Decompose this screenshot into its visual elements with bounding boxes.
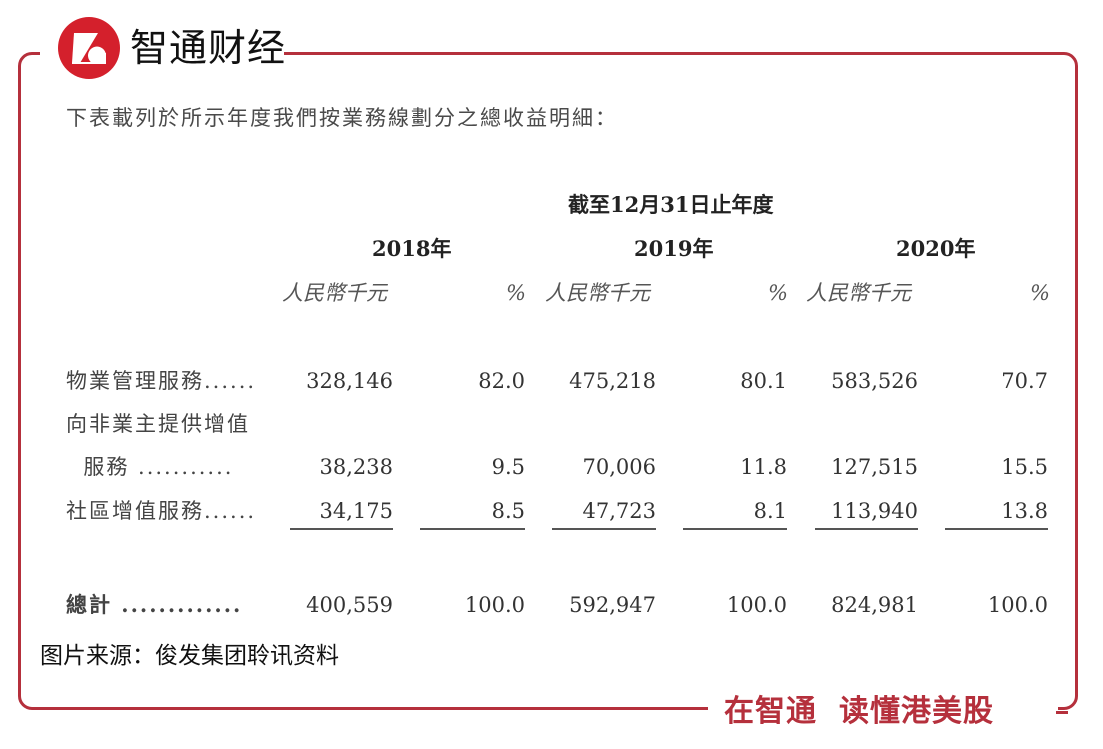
- row-label-community-services: 社區增值服務......: [66, 499, 257, 523]
- table-cell: 13.8: [1001, 499, 1048, 523]
- table-cell: 9.5: [491, 455, 525, 479]
- table-cell: 47,723: [582, 499, 656, 523]
- table-cell: 8.5: [491, 499, 525, 523]
- table-cell: 100.0: [464, 593, 525, 617]
- row-label-non-owner-services-line2: 服務 ...........: [66, 455, 234, 479]
- slogan-part1: 在智通: [724, 694, 817, 729]
- subtotal-rule: [815, 528, 918, 530]
- table-cell: 70.7: [1001, 369, 1048, 393]
- subtotal-rule: [420, 528, 525, 530]
- period-header: 截至12月31日止年度: [568, 192, 774, 217]
- table-cell: 328,146: [306, 369, 393, 393]
- table-cell: 824,981: [831, 593, 918, 617]
- table-cell: 38,238: [319, 455, 393, 479]
- unit-amount-2019: 人民幣千元: [545, 281, 650, 305]
- unit-percent-2020: %: [1030, 281, 1050, 305]
- year-2018: 2018年: [372, 236, 452, 261]
- year-2020: 2020年: [896, 236, 976, 261]
- table-cell: 583,526: [831, 369, 918, 393]
- subtotal-rule: [552, 528, 656, 530]
- table-cell: 34,175: [319, 499, 393, 523]
- table-cell: 100.0: [726, 593, 787, 617]
- table-cell: 15.5: [1001, 455, 1048, 479]
- intro-text: 下表載列於所示年度我們按業務線劃分之總收益明細：: [66, 106, 618, 130]
- content-frame: [18, 52, 1078, 710]
- slogan-part2: 读懂港美股: [839, 694, 994, 729]
- table-cell: 70,006: [582, 455, 656, 479]
- table-cell: 100.0: [987, 593, 1048, 617]
- table-cell: 592,947: [569, 593, 656, 617]
- table-cell: 475,218: [569, 369, 656, 393]
- subtotal-rule: [945, 528, 1048, 530]
- brand-slogan: 在智通 读懂港美股: [724, 690, 994, 734]
- image-source-note: 图片来源：俊发集团聆讯资料: [40, 643, 339, 669]
- table-cell: 127,515: [831, 455, 918, 479]
- unit-percent-2018: %: [506, 281, 526, 305]
- subtotal-rule: [290, 528, 393, 530]
- unit-percent-2019: %: [768, 281, 788, 305]
- unit-amount-2020: 人民幣千元: [806, 281, 911, 305]
- table-cell: 8.1: [753, 499, 787, 523]
- subtotal-rule: [683, 528, 787, 530]
- brand-logo-icon: [58, 17, 120, 79]
- table-cell: 400,559: [306, 593, 393, 617]
- frame-dash: [1056, 711, 1068, 714]
- year-2019: 2019年: [634, 236, 714, 261]
- table-cell: 113,940: [831, 499, 918, 523]
- row-label-total: 總計 .............: [66, 592, 243, 617]
- unit-amount-2018: 人民幣千元: [282, 281, 387, 305]
- table-cell: 80.1: [740, 369, 787, 393]
- table-cell: 11.8: [740, 455, 787, 479]
- table-cell: 82.0: [478, 369, 525, 393]
- row-label-property-management: 物業管理服務......: [66, 369, 257, 393]
- brand-name: 智通财经: [130, 26, 287, 70]
- row-label-non-owner-services: 向非業主提供增值: [66, 412, 250, 436]
- frame-gap-bottom: [708, 700, 1058, 720]
